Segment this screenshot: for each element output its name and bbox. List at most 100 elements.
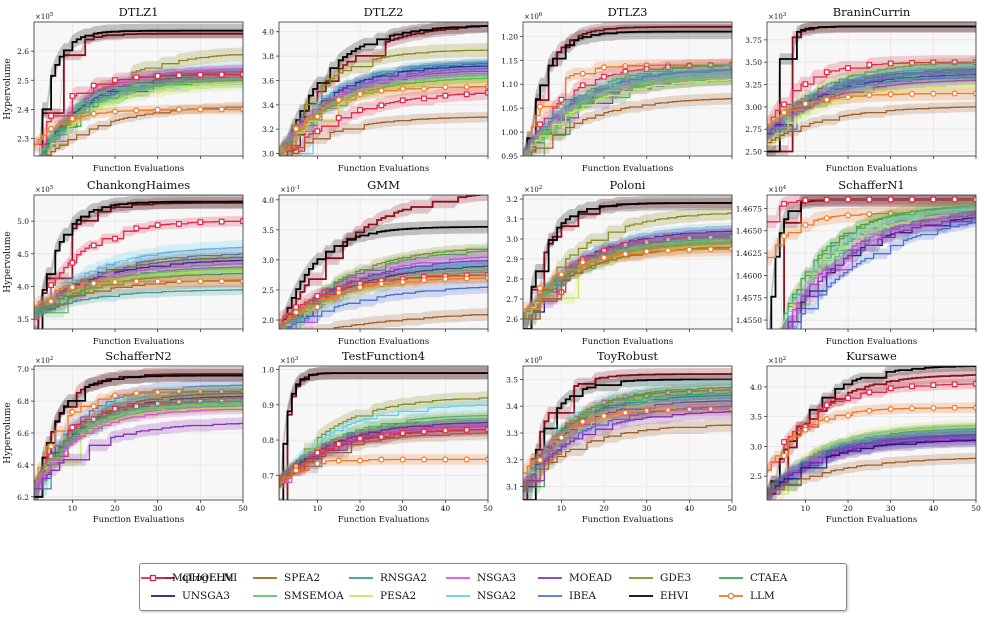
marker-llm — [930, 90, 937, 97]
line-ehvi — [523, 378, 732, 500]
legend-label: NSGA3 — [477, 572, 517, 584]
marker-mohollm — [537, 121, 543, 128]
y-tick-label: 3.2 — [262, 125, 274, 134]
line-ctaea — [34, 272, 243, 314]
legend-swatch — [445, 591, 471, 601]
subplot-schaffern1: 1.4550 1.4575 1.4600 1.4625 1.4650 1.4675 Scha… — [736, 178, 977, 347]
legend-item-rnsga2: RNSGA2 — [348, 570, 427, 586]
marker-mohollm — [463, 426, 470, 433]
marker-llm — [90, 403, 97, 410]
line-nsga3 — [791, 214, 976, 329]
subplot-schaffern2: 6.2 6.4 6.6 6.8 7.0 10 20 30 40 50 SchafferN2 ×102 F… — [3, 349, 248, 525]
marker-mohollm — [887, 60, 894, 67]
marker-llm — [176, 278, 183, 285]
band-moead — [781, 211, 976, 329]
marker-mohollm — [218, 71, 225, 78]
line-spea2 — [530, 98, 732, 156]
legend-swatch — [150, 591, 176, 601]
line-pesa2 — [767, 425, 976, 495]
marker-llm — [112, 279, 119, 286]
subplot-title: GMM — [367, 178, 400, 192]
y-tick-label: 2.4 — [17, 105, 29, 114]
line-ehvi — [282, 372, 488, 500]
legend-item-smsemoa: SMSEMOA — [252, 588, 344, 604]
band-gde3 — [523, 206, 732, 326]
marker-mohollm — [622, 394, 629, 401]
y-tick-label: 3.0 — [262, 150, 274, 159]
band-mohollm — [523, 384, 732, 493]
marker-llm — [686, 246, 693, 253]
line-ehvi — [523, 202, 732, 329]
legend-swatch — [140, 573, 166, 583]
y-tick-label: 7.0 — [17, 365, 29, 374]
band-mohollm — [34, 67, 243, 152]
line-nsga2 — [34, 246, 243, 314]
line-mohollm — [523, 64, 732, 156]
marker-mohollm — [378, 102, 385, 109]
legend-item-gde3: GDE3 — [628, 570, 691, 586]
marker-llm — [176, 106, 183, 113]
line-smsemoa — [523, 74, 732, 156]
band-nsga2 — [279, 57, 488, 156]
legend: qLogEHVI UNSGA3 SPEA2 SMSEMOA RNSGA2 PESA2 NSG… — [139, 563, 847, 611]
y-tick-label: 4.0 — [17, 283, 29, 292]
marker-mohollm — [930, 382, 937, 388]
marker-llm — [601, 413, 608, 420]
legend-label: MOEAD — [569, 572, 613, 584]
marker-mohollm — [442, 427, 449, 434]
marker-mohollm — [729, 234, 732, 240]
marker-mohollm — [357, 107, 363, 113]
y-tick-label: 6.8 — [17, 397, 29, 406]
line-spea2 — [333, 314, 488, 329]
y-tick-label: 3.4 — [506, 402, 518, 411]
marker-mohollm — [485, 426, 488, 433]
line-ehvi — [41, 29, 243, 156]
line-ehvi — [282, 226, 488, 329]
band-mohollm — [34, 216, 243, 325]
line-gde3 — [523, 212, 732, 320]
marker-mohollm — [909, 383, 915, 390]
marker-llm — [579, 70, 586, 77]
band-gde3 — [279, 391, 488, 489]
marker-mohollm — [707, 62, 714, 69]
axes-frame — [278, 365, 489, 501]
marker-mohollm — [622, 242, 629, 248]
y-tick-label: 2.5 — [750, 472, 762, 481]
band-spea2 — [279, 111, 488, 156]
marker-llm — [335, 96, 342, 103]
x-tick-label: 20 — [110, 504, 120, 513]
marker-mohollm — [686, 235, 693, 242]
line-unsga3 — [34, 259, 243, 314]
marker-llm — [335, 289, 342, 296]
marker-llm — [845, 94, 852, 101]
line-ctaea — [523, 79, 732, 156]
marker-llm — [399, 456, 406, 463]
axis-exponent: ×10-1 — [280, 185, 300, 194]
marker-mohollm — [90, 82, 97, 89]
x-tick-label: 10 — [557, 504, 567, 513]
axes-frame — [766, 365, 977, 501]
axis-exponent: ×104 — [768, 185, 787, 194]
legend-label: LLM — [750, 590, 775, 602]
legend-item-pesa2: PESA2 — [348, 588, 416, 604]
band-pesa2 — [523, 73, 732, 156]
y-tick-label: 3.8 — [262, 52, 274, 61]
x-tick-label: 30 — [642, 504, 652, 513]
band-gde3 — [784, 198, 976, 329]
line-ibea — [286, 286, 488, 329]
line-llm — [523, 64, 732, 156]
band-llm — [523, 59, 732, 156]
marker-mohollm — [314, 449, 321, 456]
legend-label: PESA2 — [380, 590, 417, 602]
y-tick-label: 3.1 — [506, 215, 518, 224]
marker-mohollm — [69, 259, 76, 266]
marker-llm — [601, 254, 608, 261]
x-axis-label: Function Evaluations — [338, 164, 429, 174]
line-qlogehvi — [290, 25, 488, 156]
marker-llm — [558, 434, 565, 441]
marker-llm — [951, 90, 958, 97]
band-gde3 — [767, 56, 976, 140]
series-group — [34, 23, 243, 156]
band-moead — [34, 417, 243, 495]
y-tick-label: 1.4600 — [736, 271, 762, 280]
